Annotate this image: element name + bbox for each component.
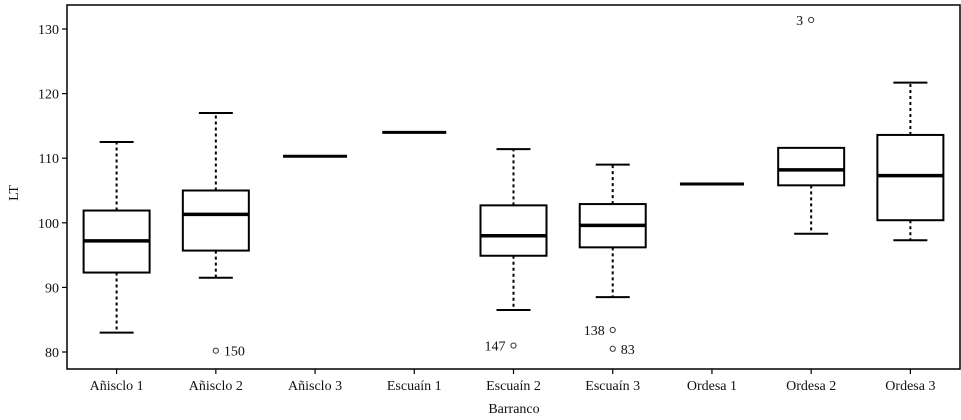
iqr-box <box>181 189 250 252</box>
outlier-label: 83 <box>621 343 635 358</box>
plot-area: 80 90 100 110 120 130 Añisclo 1 Añisclo 2 Añiscl… <box>38 4 961 394</box>
y-tick-label: 110 <box>39 152 59 167</box>
outlier-point <box>212 347 219 354</box>
x-tick-label: Escuaín 2 <box>486 379 541 394</box>
x-tick-label: Añisclo 1 <box>90 379 144 394</box>
outlier-point <box>808 16 815 24</box>
y-tick-label: 120 <box>38 88 59 103</box>
outlier-label: 138 <box>584 324 605 339</box>
x-tick-label: Añisclo 2 <box>189 379 243 394</box>
iqr-box <box>479 204 548 257</box>
outlier-point <box>609 345 616 352</box>
outlier-point <box>609 326 616 334</box>
x-tick-label: Ordesa 3 <box>885 379 935 394</box>
y-axis-title: LT <box>7 185 22 201</box>
y-tick-label: 80 <box>45 346 59 361</box>
outlier-label: 147 <box>485 340 506 355</box>
outlier-label: 3 <box>796 14 803 29</box>
y-tick-label: 130 <box>38 23 59 38</box>
x-tick-label: Escuaín 1 <box>387 379 442 394</box>
x-tick-label: Ordesa 2 <box>786 379 836 394</box>
x-tick-label: Ordesa 1 <box>687 379 737 394</box>
y-tick-label: 100 <box>38 217 59 232</box>
iqr-box <box>876 133 945 222</box>
x-axis-title: Barranco <box>488 402 539 417</box>
iqr-box <box>777 146 846 187</box>
x-tick-label: Añisclo 3 <box>288 379 342 394</box>
outlier-label: 150 <box>224 345 245 360</box>
x-tick-label: Escuaín 3 <box>585 379 640 394</box>
y-tick-label: 90 <box>45 281 59 296</box>
outlier-point <box>510 342 517 349</box>
